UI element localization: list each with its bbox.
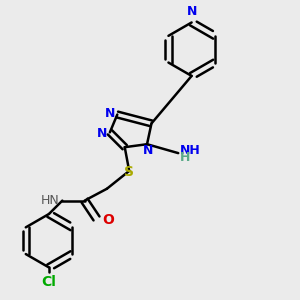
Text: N: N [105, 106, 115, 119]
Text: O: O [102, 213, 114, 227]
Text: Cl: Cl [41, 275, 56, 290]
Text: N: N [186, 5, 197, 18]
Text: H: H [180, 151, 190, 164]
Text: N: N [97, 127, 108, 140]
Text: S: S [124, 165, 134, 179]
Text: HN: HN [41, 194, 60, 207]
Text: N: N [143, 144, 154, 157]
Text: NH: NH [180, 144, 200, 157]
